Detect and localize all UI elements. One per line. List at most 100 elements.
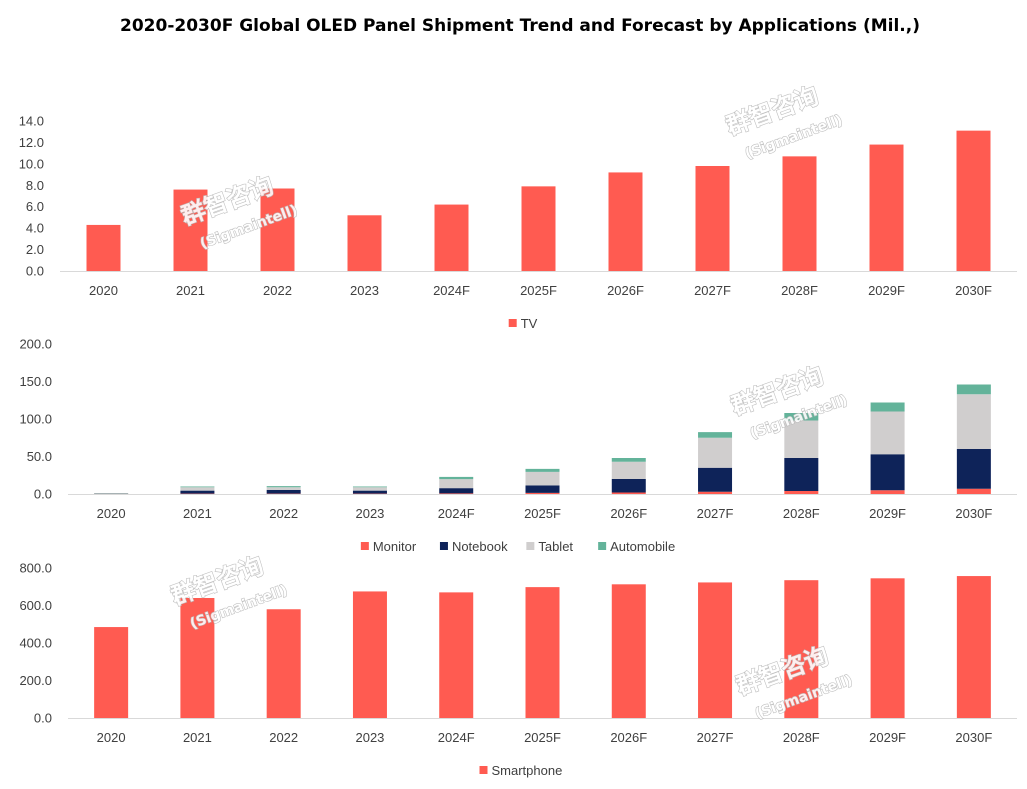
panel3-ytick-600-0: 600.0	[19, 598, 52, 613]
panel2-bar-notebook-2029f	[870, 454, 905, 491]
panel1-xtick-2023: 2023	[350, 283, 379, 298]
panel2-bar-notebook-2022	[266, 489, 301, 494]
panel2-bar-notebook-2027f	[698, 467, 733, 492]
panel2-bar-automobile-2026f	[611, 458, 646, 462]
panel1-xtick-2029f: 2029F	[868, 283, 905, 298]
panel2-ytick-0-0: 0.0	[34, 487, 52, 502]
panel2-xtick-2029f: 2029F	[869, 506, 906, 521]
panel1-bar-tv-2027f	[695, 166, 730, 271]
panel3-xtick-2025f: 2025F	[524, 730, 561, 745]
panel3-bar-smartphone-2024f	[439, 592, 474, 718]
panel1-ytick-8-0: 8.0	[26, 178, 44, 193]
panel3-bar-smartphone-2030f	[956, 576, 991, 718]
panel3-bar-smartphone-2029f	[870, 578, 905, 718]
panel2-bar-tablet-2022	[266, 487, 301, 490]
panel3-bar-smartphone-2021	[180, 598, 215, 718]
panel2-xtick-2028f: 2028F	[783, 506, 820, 521]
panel2-legend-label-monitor: Monitor	[373, 539, 417, 554]
panel3-xtick-2028f: 2028F	[783, 730, 820, 745]
panel2-legend-swatch-automobile	[598, 542, 607, 550]
panel3-bar-smartphone-2028f	[784, 580, 819, 718]
panel2-xtick-2030f: 2030F	[955, 506, 992, 521]
panel2-bar-tablet-2028f	[784, 420, 819, 458]
panel2-bar-automobile-2024f	[439, 476, 474, 480]
panel2-bar-notebook-2023	[352, 490, 387, 494]
watermark-1: 群智咨询(Sigmaintell)	[722, 81, 845, 163]
panel3-legend-swatch-smartphone	[479, 766, 488, 774]
panel3-ytick-0-0: 0.0	[34, 711, 52, 726]
panel2-bar-automobile-2025f	[525, 468, 560, 472]
panel3-ytick-400-0: 400.0	[19, 636, 52, 651]
panel2-bar-monitor-2024f	[439, 493, 474, 494]
panel2-xtick-2023: 2023	[355, 506, 384, 521]
panel3-xtick-2024f: 2024F	[438, 730, 475, 745]
panel2-legend-label-notebook: Notebook	[452, 539, 508, 554]
panel2-bar-automobile-2028f	[784, 413, 819, 421]
panel1-bar-tv-2029f	[869, 144, 904, 271]
panel2-legend-swatch-tablet	[526, 542, 535, 550]
panel2-bar-automobile-2029f	[870, 402, 905, 412]
panel1-xtick-2021: 2021	[176, 283, 205, 298]
panel3-bar-smartphone-2020	[94, 627, 129, 718]
panel2-bar-automobile-2021	[180, 486, 215, 488]
panel1-legend-label-tv: TV	[521, 316, 538, 331]
panel2-bar-notebook-2028f	[784, 458, 819, 491]
panel2-bar-monitor-2029f	[870, 490, 905, 494]
panel2-bar-tablet-2030f	[956, 394, 991, 449]
panel2-bar-notebook-2025f	[525, 485, 560, 493]
panel3-bar-smartphone-2025f	[525, 587, 560, 718]
panel2-bar-notebook-2026f	[611, 479, 646, 493]
panel1-bar-tv-2022	[260, 188, 295, 271]
panel1-ytick-6-0: 6.0	[26, 199, 44, 214]
panel2-xtick-2022: 2022	[269, 506, 298, 521]
panel1-xtick-2022: 2022	[263, 283, 292, 298]
panel1-legend-swatch-tv	[508, 319, 517, 327]
panel2-xtick-2024f: 2024F	[438, 506, 475, 521]
panel3-bar-smartphone-2022	[266, 609, 301, 718]
panel2-bar-monitor-2026f	[611, 492, 646, 494]
panel3-xtick-2020: 2020	[97, 730, 126, 745]
panel2-bar-tablet-2025f	[525, 471, 560, 486]
panel2-ytick-200-0: 200.0	[19, 337, 52, 352]
panel2-bar-monitor-2025f	[525, 492, 560, 494]
panel1-xtick-2020: 2020	[89, 283, 118, 298]
panel2-bar-tablet-2023	[352, 487, 387, 491]
panel1-xtick-2024f: 2024F	[433, 283, 470, 298]
panel2-xtick-2025f: 2025F	[524, 506, 561, 521]
panel3-ytick-200-0: 200.0	[19, 673, 52, 688]
panel2-bar-tablet-2029f	[870, 411, 905, 455]
panel3-ytick-800-0: 800.0	[19, 561, 52, 576]
panel2-bar-tablet-2027f	[698, 437, 733, 468]
panel1-ytick-4-0: 4.0	[26, 221, 44, 236]
panel2-legend-swatch-monitor	[360, 542, 369, 550]
panel1-ytick-0-0: 0.0	[26, 264, 44, 279]
panel1-ytick-14-0: 14.0	[19, 114, 44, 129]
panel2-bar-monitor-2027f	[698, 491, 733, 494]
panel1-bar-tv-2021	[173, 189, 208, 271]
panel1-bar-tv-2025f	[521, 186, 556, 271]
panel3-xtick-2030f: 2030F	[955, 730, 992, 745]
panel1-xtick-2028f: 2028F	[781, 283, 818, 298]
panel2-xtick-2021: 2021	[183, 506, 212, 521]
panel3-bar-smartphone-2027f	[698, 582, 733, 718]
panel3-xtick-2023: 2023	[355, 730, 384, 745]
panel1-bar-tv-2030f	[956, 130, 991, 271]
panel1-ytick-2-0: 2.0	[26, 242, 44, 257]
panel2-ytick-50-0: 50.0	[27, 449, 52, 464]
panel3-xtick-2029f: 2029F	[869, 730, 906, 745]
panel2-bar-automobile-2027f	[698, 432, 733, 438]
panel1-xtick-2027f: 2027F	[694, 283, 731, 298]
panel1-ytick-10-0: 10.0	[19, 156, 44, 171]
panel1-bar-tv-2024f	[434, 204, 469, 271]
panel3-legend-label-smartphone: Smartphone	[492, 763, 563, 778]
panel1-bar-tv-2028f	[782, 156, 817, 271]
panel3-bar-smartphone-2026f	[611, 584, 646, 718]
panel2-bar-automobile-2023	[352, 486, 387, 488]
panel2-legend-swatch-notebook	[439, 542, 448, 550]
panel2-bar-tablet-2024f	[439, 479, 474, 489]
panel2-bar-tablet-2021	[180, 487, 215, 491]
panel2-xtick-2020: 2020	[97, 506, 126, 521]
panel2-ytick-100-0: 100.0	[19, 412, 52, 427]
panel3-xtick-2022: 2022	[269, 730, 298, 745]
